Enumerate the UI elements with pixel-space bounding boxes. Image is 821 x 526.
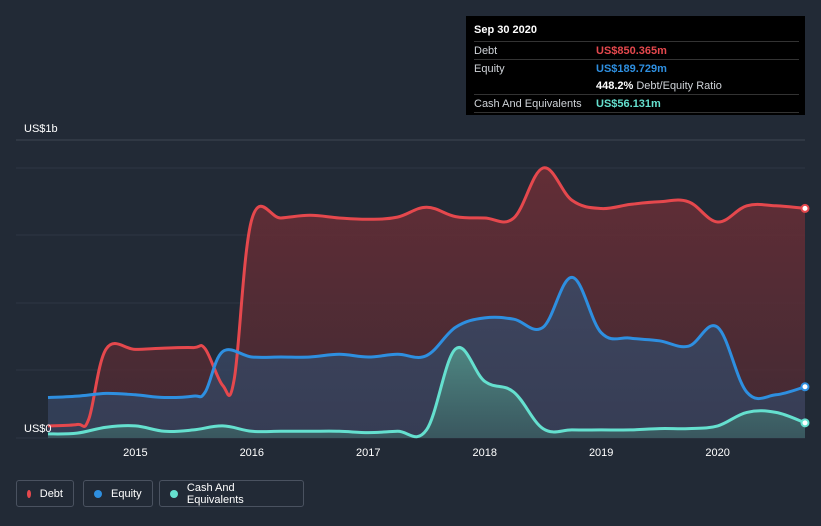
debt-dot-icon bbox=[27, 489, 31, 498]
tooltip-cash-label: Cash And Equivalents bbox=[474, 97, 582, 110]
x-tick-label: 2019 bbox=[589, 447, 613, 459]
tooltip-ratio-label: Debt/Equity Ratio bbox=[636, 79, 722, 92]
series-lines bbox=[47, 166, 806, 439]
cash-dot-icon bbox=[170, 489, 178, 498]
end-markers bbox=[800, 203, 810, 428]
x-tick-label: 2018 bbox=[472, 447, 496, 459]
tooltip-cash-row: Cash And Equivalents US$56.131m bbox=[474, 94, 799, 113]
tooltip-ratio-row: 448.2% Debt/Equity Ratio bbox=[474, 77, 799, 94]
legend-label-debt: Debt bbox=[39, 487, 63, 500]
debt-end-marker bbox=[800, 203, 810, 213]
legend-item-cash[interactable]: Cash And Equivalents bbox=[159, 480, 304, 507]
legend-label-cash: Cash And Equivalents bbox=[186, 481, 244, 506]
legend-item-debt[interactable]: Debt bbox=[16, 480, 74, 507]
x-tick-label: 2020 bbox=[705, 447, 729, 459]
tooltip-debt-row: Debt US$850.365m bbox=[474, 41, 799, 59]
tooltip-cash-value: US$56.131m bbox=[596, 97, 661, 110]
cash-end-marker bbox=[800, 418, 810, 428]
tooltip-equity-value: US$189.729m bbox=[596, 62, 667, 75]
tooltip-panel: Sep 30 2020 Debt US$850.365m Equity US$1… bbox=[466, 16, 805, 115]
cash-line bbox=[47, 345, 806, 439]
series-areas bbox=[48, 167, 805, 438]
legend-item-equity[interactable]: Equity bbox=[83, 480, 153, 507]
tooltip-debt-value: US$850.365m bbox=[596, 44, 667, 57]
legend-label-equity: Equity bbox=[111, 487, 142, 500]
axis-labels: US$1b US$0 2015 2016 2017 2018 2019 2020 bbox=[24, 123, 730, 459]
debt-line bbox=[47, 166, 806, 428]
y-tick-label: US$0 bbox=[24, 423, 52, 435]
x-tick-label: 2017 bbox=[356, 447, 380, 459]
x-tick-label: 2016 bbox=[240, 447, 264, 459]
tooltip-equity-label: Equity bbox=[474, 62, 505, 75]
tooltip-date: Sep 30 2020 bbox=[474, 24, 537, 36]
tooltip-debt-label: Debt bbox=[474, 44, 498, 57]
equity-line bbox=[47, 275, 806, 401]
tooltip-ratio-value: 448.2% bbox=[596, 79, 634, 92]
equity-area bbox=[48, 277, 805, 438]
x-tick-label: 2015 bbox=[123, 447, 147, 459]
tooltip-equity-row: Equity US$189.729m bbox=[474, 59, 799, 77]
cash-area bbox=[48, 347, 805, 438]
y-tick-label: US$1b bbox=[24, 123, 58, 135]
equity-dot-icon bbox=[94, 489, 102, 498]
equity-end-marker bbox=[800, 382, 810, 392]
